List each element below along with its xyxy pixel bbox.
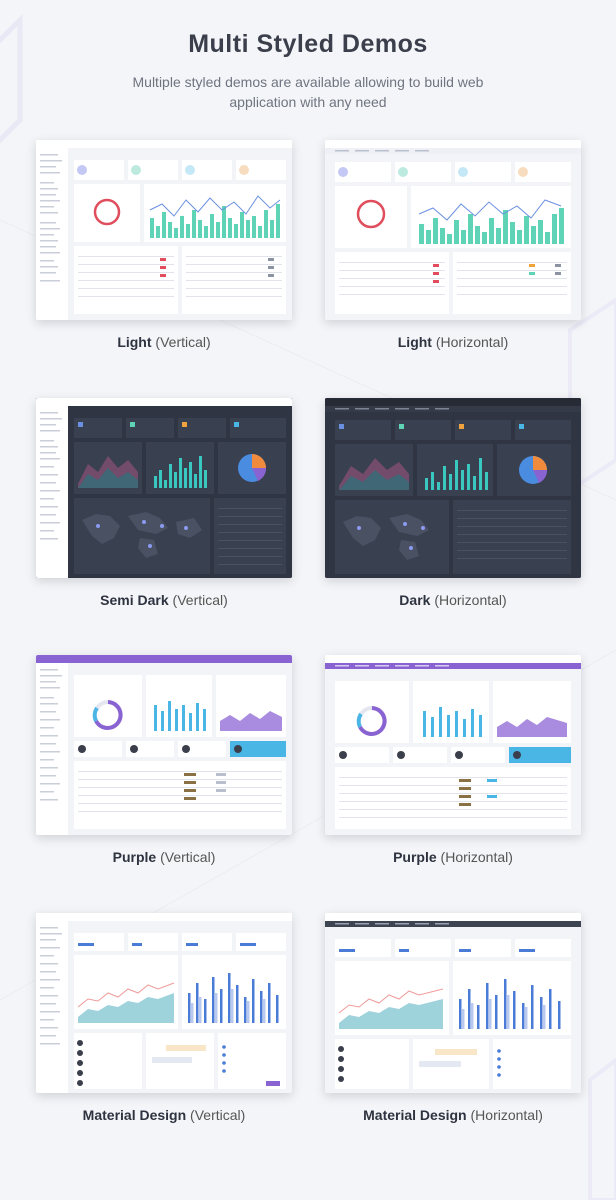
demo-purple-horizontal[interactable]: Purple (Horizontal) bbox=[325, 655, 581, 865]
dashboard-preview bbox=[36, 398, 292, 578]
demo-style: Vertical bbox=[164, 849, 211, 865]
demo-name: Material Design bbox=[363, 1107, 467, 1123]
demo-style: Vertical bbox=[194, 1107, 241, 1123]
demo-name: Light bbox=[117, 334, 152, 350]
dashboard-preview bbox=[36, 140, 292, 320]
demo-style: Vertical bbox=[177, 592, 224, 608]
demo-light-horizontal[interactable]: Light (Horizontal) bbox=[325, 140, 581, 350]
page-subtitle: Multiple styled demos are available allo… bbox=[132, 74, 484, 110]
demo-style: Horizontal bbox=[475, 1107, 539, 1123]
demo-screenshot[interactable] bbox=[325, 913, 581, 1093]
demo-name: Dark bbox=[399, 592, 431, 608]
dashboard-preview bbox=[325, 913, 581, 1089]
demo-caption: Material Design (Horizontal) bbox=[363, 1107, 543, 1123]
demo-material-vertical[interactable]: Material Design (Vertical) bbox=[36, 913, 292, 1123]
dashboard-preview bbox=[325, 140, 581, 314]
page-title: Multi Styled Demos bbox=[188, 30, 428, 58]
demo-style: Horizontal bbox=[445, 849, 509, 865]
demo-screenshot[interactable] bbox=[325, 140, 581, 320]
dashboard-preview bbox=[36, 655, 292, 835]
demo-caption: Semi Dark (Vertical) bbox=[100, 592, 228, 608]
demo-caption: Light (Horizontal) bbox=[397, 334, 509, 350]
demo-light-vertical[interactable]: Light (Vertical) bbox=[36, 140, 292, 350]
demo-style: Vertical bbox=[160, 334, 207, 350]
demo-caption: Purple (Horizontal) bbox=[393, 849, 513, 865]
demo-dark-horizontal[interactable]: Dark (Horizontal) bbox=[325, 398, 581, 608]
demo-name: Light bbox=[397, 334, 432, 350]
dashboard-preview bbox=[325, 398, 581, 578]
demo-semi-dark-vertical[interactable]: Semi Dark (Vertical) bbox=[36, 398, 292, 608]
demo-caption: Dark (Horizontal) bbox=[399, 592, 507, 608]
demo-screenshot[interactable] bbox=[36, 140, 292, 320]
demo-style: Horizontal bbox=[440, 334, 504, 350]
dashboard-preview bbox=[36, 913, 292, 1093]
demo-name: Semi Dark bbox=[100, 592, 169, 608]
demo-screenshot[interactable] bbox=[325, 398, 581, 578]
demo-caption: Purple (Vertical) bbox=[112, 849, 216, 865]
dashboard-preview bbox=[325, 655, 581, 829]
demo-screenshot[interactable] bbox=[325, 655, 581, 835]
demo-name: Purple bbox=[112, 849, 157, 865]
demo-purple-vertical[interactable]: Purple (Vertical) bbox=[36, 655, 292, 865]
demo-name: Purple bbox=[393, 849, 437, 865]
demo-screenshot[interactable] bbox=[36, 398, 292, 578]
demo-screenshot[interactable] bbox=[36, 655, 292, 835]
demo-caption: Light (Vertical) bbox=[117, 334, 211, 350]
demo-caption: Material Design (Vertical) bbox=[82, 1107, 246, 1123]
demo-name: Material Design bbox=[82, 1107, 187, 1123]
demo-screenshot[interactable] bbox=[36, 913, 292, 1093]
demo-material-horizontal[interactable]: Material Design (Horizontal) bbox=[325, 913, 581, 1123]
demo-style: Horizontal bbox=[439, 592, 503, 608]
